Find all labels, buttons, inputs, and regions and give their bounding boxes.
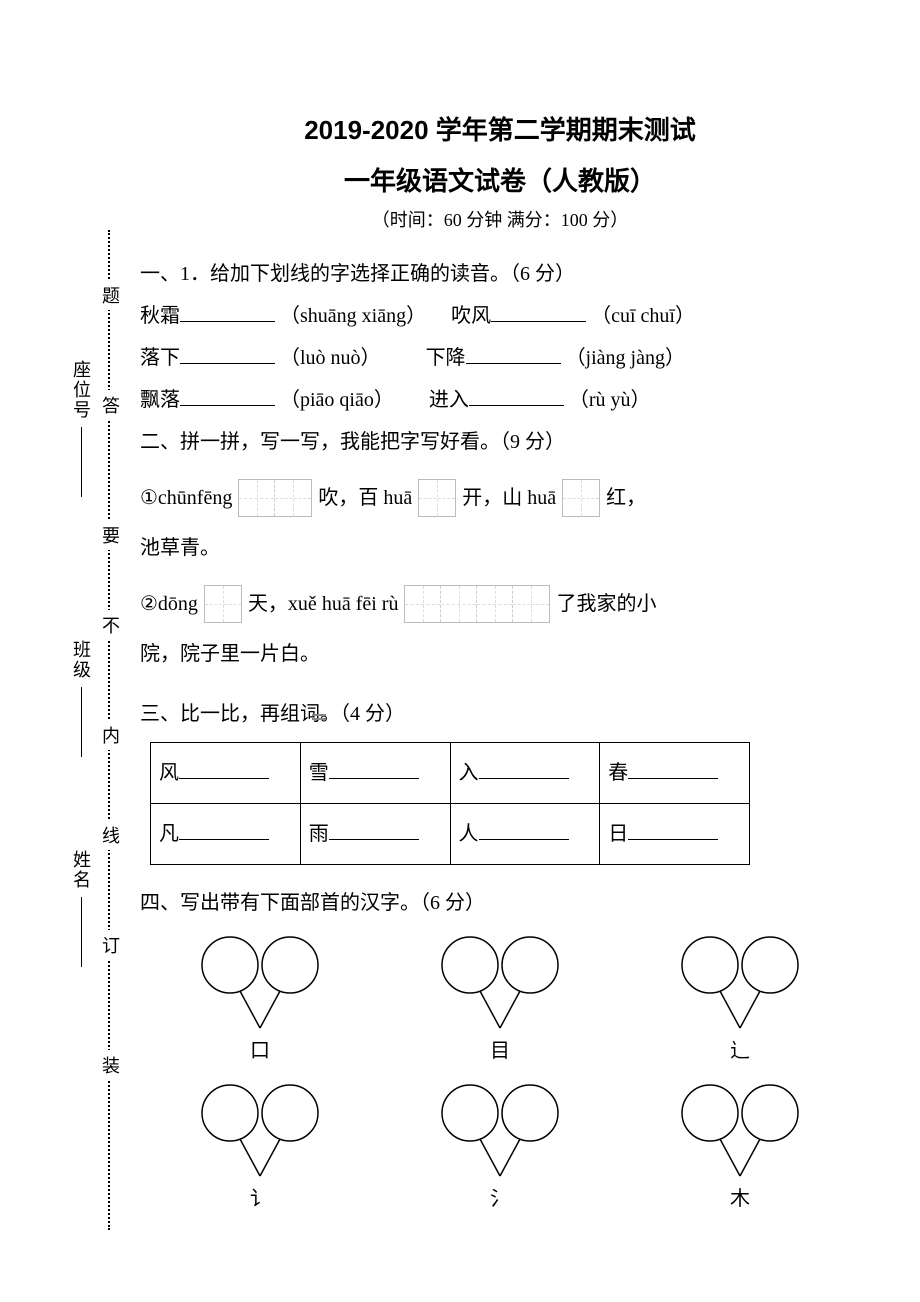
q1-row: 落下 （luò nuò） 下降 （jiàng jàng） xyxy=(140,338,860,378)
q1-word: 飘落 xyxy=(140,389,180,411)
q4-row2: 讠 氵 木 xyxy=(140,1081,860,1219)
q1-row: 飘落 （piāo qiāo） 进入 （rù yù） xyxy=(140,380,860,420)
q3-cell[interactable]: 凡 xyxy=(151,804,301,865)
side-label-class: 班级 xyxy=(68,640,94,761)
q3-cell[interactable]: 日 xyxy=(600,804,750,865)
char-write-box[interactable] xyxy=(404,585,550,623)
side-label-name: 姓名 xyxy=(68,850,94,971)
q1-opts: （rù yù） xyxy=(569,389,651,411)
side-label-seat: 座位号 xyxy=(68,360,94,501)
q1-word: 秋霜 xyxy=(140,305,180,327)
q1-heading: 一、1．给加下划线的字选择正确的读音。（6 分） xyxy=(140,254,860,294)
binding-sidebar: 题 答 要 不 内 线 订 装 座位号 班级 姓名 xyxy=(60,230,130,1230)
balloon-icon xyxy=(185,933,335,1033)
q3-cell[interactable]: 风 xyxy=(151,743,301,804)
answer-blank[interactable] xyxy=(469,386,564,406)
page-marker-icon xyxy=(312,714,326,720)
side-char: 不 xyxy=(102,610,120,640)
radical-label: 口 xyxy=(170,1031,350,1071)
balloon-icon xyxy=(425,1081,575,1181)
side-char: 要 xyxy=(102,520,120,550)
table-row: 风 雪 入 春 xyxy=(151,743,750,804)
radical-label: 氵 xyxy=(410,1179,590,1219)
radical-label: 目 xyxy=(410,1031,590,1071)
side-char: 订 xyxy=(102,930,120,960)
q4-row1: 口 目 辶 xyxy=(140,933,860,1071)
q3-cell[interactable]: 雨 xyxy=(300,804,450,865)
q1-word: 吹风 xyxy=(451,305,491,327)
q2-line2: ②dōng 天，xuě huā fēi rù 了我家的小 xyxy=(140,584,860,624)
q2-line1: ①chūnfēng 吹，百 huā 开，山 huā 红， xyxy=(140,478,860,518)
q1-row: 秋霜 （shuāng xiāng） 吹风 （cuī chuī） xyxy=(140,296,860,336)
q1-opts: （shuāng xiāng） xyxy=(280,305,426,327)
answer-blank[interactable] xyxy=(180,302,275,322)
q3-cell[interactable]: 人 xyxy=(450,804,600,865)
q2-text: 开，山 huā xyxy=(462,478,556,518)
q3-cell[interactable]: 入 xyxy=(450,743,600,804)
q1-word: 进入 xyxy=(429,389,469,411)
page-body: 2019-2020 学年第二学期期末测试 一年级语文试卷（人教版） （时间：60… xyxy=(140,110,860,1219)
q2-pinyin: ①chūnfēng xyxy=(140,478,232,518)
char-write-box[interactable] xyxy=(204,585,242,623)
q1-opts: （jiàng jàng） xyxy=(566,347,685,369)
radical-label: 讠 xyxy=(170,1179,350,1219)
balloon-icon xyxy=(665,1081,815,1181)
side-char: 题 xyxy=(102,280,120,310)
char-write-box[interactable] xyxy=(238,479,312,517)
radical-group: 氵 xyxy=(410,1081,590,1219)
q2-line2b: 院，院子里一片白。 xyxy=(140,634,860,674)
q2-text: 红， xyxy=(606,478,646,518)
sub-title: 一年级语文试卷（人教版） xyxy=(140,161,860,198)
balloon-icon xyxy=(185,1081,335,1181)
content-area: 一、1．给加下划线的字选择正确的读音。（6 分） 秋霜 （shuāng xiān… xyxy=(140,254,860,1219)
answer-blank[interactable] xyxy=(466,344,561,364)
q1-word: 下降 xyxy=(426,347,466,369)
table-row: 凡 雨 人 日 xyxy=(151,804,750,865)
side-label-text: 姓名 xyxy=(71,850,91,890)
balloon-icon xyxy=(665,933,815,1033)
main-title: 2019-2020 学年第二学期期末测试 xyxy=(140,110,860,147)
q2-text: 吹，百 huā xyxy=(318,478,412,518)
q3-table: 风 雪 入 春 凡 雨 人 日 xyxy=(150,742,750,865)
side-label-text: 班级 xyxy=(71,640,91,680)
char-write-box[interactable] xyxy=(562,479,600,517)
q1-word: 落下 xyxy=(140,347,180,369)
q3-cell[interactable]: 雪 xyxy=(300,743,450,804)
side-char: 答 xyxy=(102,390,120,420)
radical-group: 辶 xyxy=(650,933,830,1071)
balloon-icon xyxy=(425,933,575,1033)
q4-heading: 四、写出带有下面部首的汉字。（6 分） xyxy=(140,883,860,923)
side-char: 内 xyxy=(102,720,120,750)
radical-group: 口 xyxy=(170,933,350,1071)
q1-opts: （piāo qiāo） xyxy=(280,389,394,411)
side-char: 线 xyxy=(102,820,120,850)
answer-blank[interactable] xyxy=(491,302,586,322)
q2-text: 了我家的小 xyxy=(556,584,656,624)
q2-text: 天，xuě huā fēi rù xyxy=(248,584,399,624)
radical-label: 辶 xyxy=(650,1031,830,1071)
exam-meta: （时间：60 分钟 满分：100 分） xyxy=(140,206,860,232)
q2-line1b: 池草青。 xyxy=(140,528,860,568)
radical-label: 木 xyxy=(650,1179,830,1219)
q2-pinyin: ②dōng xyxy=(140,584,198,624)
q3-heading: 三、比一比，再组词。（4 分） xyxy=(140,694,860,734)
char-write-box[interactable] xyxy=(418,479,456,517)
q1-opts: （cuī chuī） xyxy=(591,305,695,327)
side-label-text: 座位号 xyxy=(71,360,91,420)
radical-group: 目 xyxy=(410,933,590,1071)
q2-heading: 二、拼一拼，写一写，我能把字写好看。（9 分） xyxy=(140,422,860,462)
radical-group: 讠 xyxy=(170,1081,350,1219)
q1-opts: （luò nuò） xyxy=(280,347,381,369)
radical-group: 木 xyxy=(650,1081,830,1219)
q3-cell[interactable]: 春 xyxy=(600,743,750,804)
side-char: 装 xyxy=(102,1050,120,1080)
answer-blank[interactable] xyxy=(180,386,275,406)
answer-blank[interactable] xyxy=(180,344,275,364)
